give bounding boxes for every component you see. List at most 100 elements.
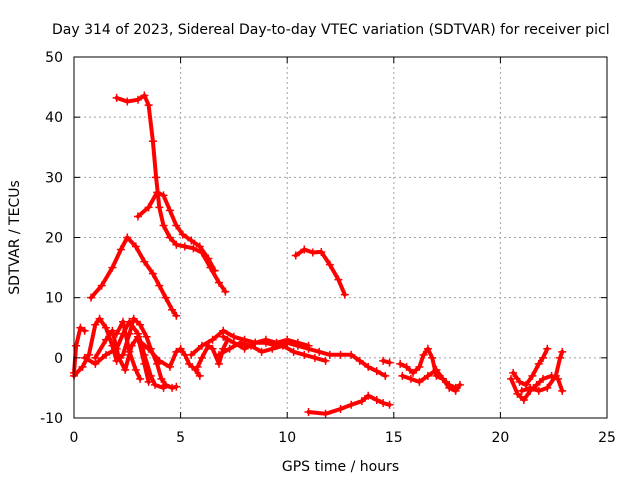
- data-track: [133, 335, 204, 380]
- data-point: [193, 362, 202, 371]
- data-point: [148, 137, 157, 146]
- data-point: [355, 356, 364, 365]
- data-point: [509, 368, 518, 377]
- x-tick-label: 10: [278, 430, 296, 446]
- data-point: [140, 91, 149, 100]
- data-track: [112, 317, 145, 383]
- data-point: [165, 206, 174, 215]
- data-point: [321, 409, 330, 418]
- data-point: [80, 353, 89, 362]
- data-point: [289, 347, 298, 356]
- data-point: [257, 347, 266, 356]
- data-point: [189, 244, 198, 253]
- x-tick-label: 5: [176, 430, 185, 446]
- data-point: [513, 389, 522, 398]
- data-point: [357, 397, 366, 406]
- data-point: [133, 95, 142, 104]
- data-point: [210, 266, 219, 275]
- x-axis-label: GPS time / hours: [282, 459, 399, 475]
- data-point: [543, 383, 552, 392]
- data-track: [291, 245, 349, 299]
- data-point: [119, 317, 128, 326]
- data-point: [155, 203, 164, 212]
- data-point: [172, 311, 181, 320]
- data-track: [509, 344, 552, 389]
- data-point: [101, 350, 110, 359]
- data-point: [300, 350, 309, 359]
- data-point: [108, 263, 117, 272]
- data-track: [112, 91, 230, 296]
- data-point: [101, 335, 110, 344]
- data-point: [197, 341, 206, 350]
- data-point: [144, 344, 153, 353]
- data-point: [304, 341, 313, 350]
- y-tick-label: 0: [54, 351, 63, 367]
- data-track: [517, 347, 567, 395]
- data-track: [133, 188, 219, 275]
- data-point: [144, 377, 153, 386]
- data-point: [136, 374, 145, 383]
- axis-ticks: 0 5 10 15 20 25 -10 0 10 20 30 40 50: [40, 50, 616, 446]
- data-point: [558, 386, 567, 395]
- data-point: [398, 371, 407, 380]
- data-point: [515, 377, 524, 386]
- data-point: [142, 332, 151, 341]
- data-point: [396, 359, 405, 368]
- data-point: [310, 353, 319, 362]
- data-point: [534, 359, 543, 368]
- data-track: [87, 233, 181, 320]
- data-point: [283, 335, 292, 344]
- data-point: [293, 338, 302, 347]
- data-point: [161, 293, 170, 302]
- data-series: [70, 91, 567, 418]
- data-point: [76, 323, 85, 332]
- data-point: [455, 380, 464, 389]
- data-point: [195, 242, 204, 251]
- data-point: [347, 350, 356, 359]
- y-axis-label: SDTVAR / TECUs: [7, 180, 23, 295]
- data-point: [347, 400, 356, 409]
- data-point: [208, 335, 217, 344]
- data-point: [140, 359, 149, 368]
- data-point: [517, 386, 526, 395]
- data-trace: [72, 325, 87, 375]
- data-point: [528, 371, 537, 380]
- data-point: [72, 341, 81, 350]
- y-tick-label: 30: [45, 170, 63, 186]
- x-tick-label: 20: [491, 430, 509, 446]
- data-point: [325, 350, 334, 359]
- data-point: [372, 367, 381, 376]
- data-point: [172, 382, 181, 391]
- data-point: [197, 353, 206, 362]
- data-track: [304, 391, 394, 418]
- data-point: [406, 374, 415, 383]
- y-tick-label: -10: [40, 411, 63, 427]
- data-trace: [89, 235, 179, 318]
- data-point: [507, 374, 516, 383]
- data-point: [325, 260, 334, 269]
- data-point: [187, 236, 196, 245]
- data-point: [415, 362, 424, 371]
- data-point: [180, 242, 189, 251]
- data-point: [91, 353, 100, 362]
- data-trace: [136, 337, 202, 378]
- data-point: [445, 383, 454, 392]
- data-point: [364, 362, 373, 371]
- data-point: [159, 383, 168, 392]
- data-point: [129, 314, 138, 323]
- data-point: [165, 362, 174, 371]
- data-point: [534, 386, 543, 395]
- data-point: [178, 230, 187, 239]
- data-point: [219, 332, 228, 341]
- data-point: [539, 374, 548, 383]
- data-point: [379, 356, 388, 365]
- data-point: [204, 254, 213, 263]
- y-tick-label: 20: [45, 231, 63, 247]
- data-point: [272, 338, 281, 347]
- data-point: [136, 320, 145, 329]
- x-tick-label: 15: [385, 430, 403, 446]
- data-point: [176, 344, 185, 353]
- data-track: [396, 344, 460, 392]
- data-track: [91, 326, 153, 386]
- y-tick-label: 50: [45, 50, 63, 66]
